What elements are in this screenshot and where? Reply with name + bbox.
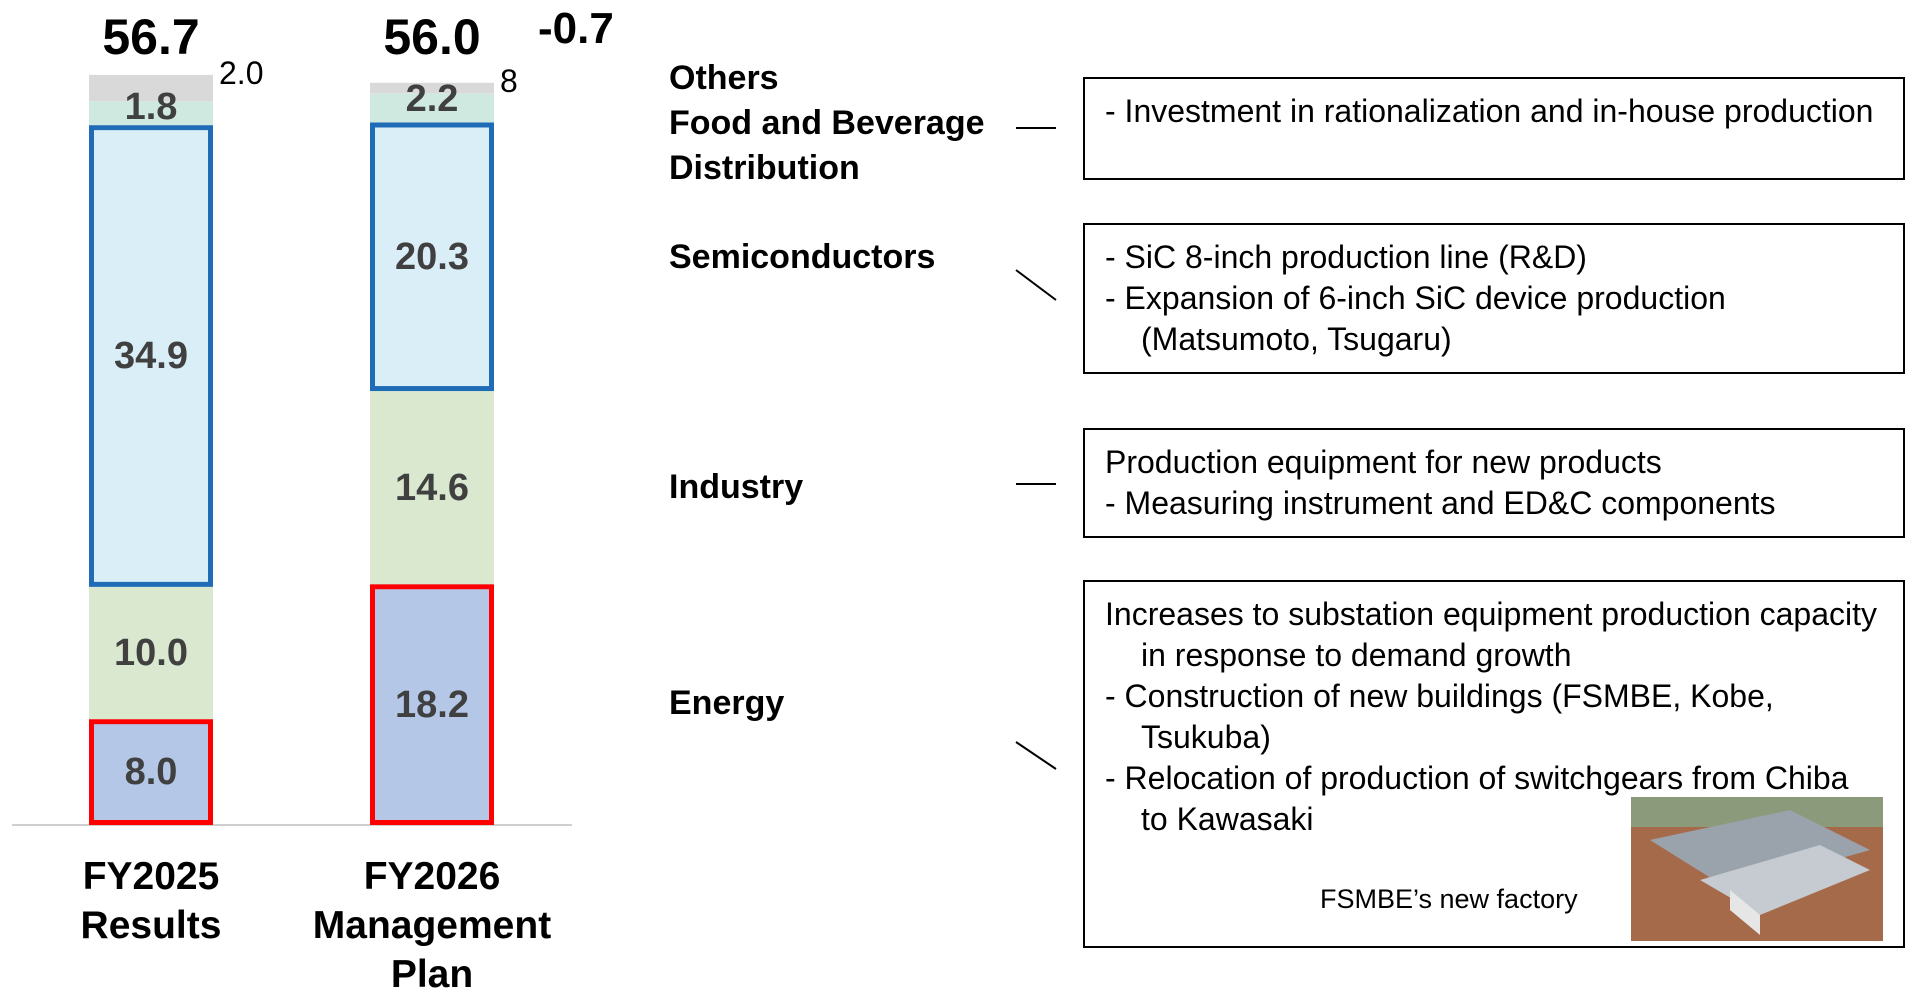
value-label: 1.8 (71, 85, 231, 129)
category-label: FY2026 Management Plan (292, 852, 572, 990)
value-label: 2.2 (352, 77, 512, 121)
value-label: 18.2 (352, 683, 512, 727)
callout-line: - Measuring instrument and ED&C componen… (1105, 483, 1883, 524)
callout-line: - SiC 8-inch production line (R&D) (1105, 237, 1883, 278)
difference-label: -0.7 (538, 4, 614, 54)
total-label: 56.7 (71, 12, 231, 62)
callout-line: - Construction of new buildings (FSMBE, … (1105, 676, 1883, 758)
callout-box: - SiC 8-inch production line (R&D)- Expa… (1083, 223, 1905, 374)
connector (1016, 742, 1056, 769)
value-label: 34.9 (71, 334, 231, 378)
callout-box: - Investment in rationalization and in-h… (1083, 77, 1905, 180)
photo-caption: FSMBE’s new factory (1320, 884, 1578, 915)
callout-line: - Investment in rationalization and in-h… (1105, 91, 1883, 132)
total-label: 56.0 (352, 12, 512, 62)
series-name: Industry (669, 465, 1029, 510)
callout-box: Production equipment for new products- M… (1083, 428, 1905, 538)
callout-line: Increases to substation equipment produc… (1105, 594, 1883, 676)
value-label: 8 (500, 63, 518, 100)
value-label: 10.0 (71, 631, 231, 675)
value-label: 8.0 (71, 750, 231, 794)
callout-line: - Expansion of 6-inch SiC device product… (1105, 278, 1883, 360)
value-label: 14.6 (352, 466, 512, 510)
page: 8.010.034.91.82.056.7FY2025 Results18.21… (0, 0, 1908, 990)
series-name: Food and Beverage Distribution (669, 101, 1029, 191)
category-label: FY2025 Results (11, 852, 291, 950)
value-label: 20.3 (352, 235, 512, 279)
series-name: Energy (669, 681, 1029, 726)
callout-line: Production equipment for new products (1105, 442, 1883, 483)
series-name: Others (669, 56, 1029, 101)
series-name: Semiconductors (669, 235, 1029, 280)
callout-line: - Relocation of production of switchgear… (1105, 758, 1883, 840)
